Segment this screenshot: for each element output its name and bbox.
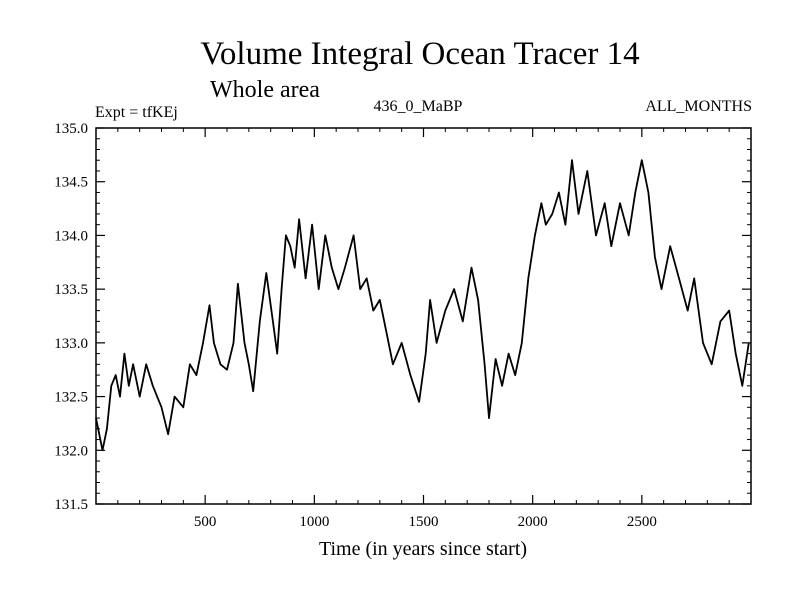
header-left-label: Expt = tfKEj <box>95 104 178 121</box>
x-tick-label: 2500 <box>627 514 657 530</box>
plot-frame <box>95 127 752 505</box>
chart-title: Volume Integral Ocean Tracer 14 <box>200 36 639 72</box>
series-layer <box>95 159 750 452</box>
x-tick-label: 1500 <box>409 514 439 530</box>
x-tick-label: 2000 <box>518 514 548 530</box>
x-tick-label: 500 <box>194 514 217 530</box>
y-tick-label: 134.5 <box>54 175 88 191</box>
y-tick-label: 135.0 <box>54 121 88 137</box>
header-center-label: 436_0_MaBP <box>374 98 463 115</box>
x-axis-label: Time (in years since start) <box>319 538 527 560</box>
y-tick-label: 133.5 <box>54 282 88 298</box>
series-line-0 <box>95 159 750 452</box>
y-tick-label: 134.0 <box>54 228 88 244</box>
y-tick-label: 132.0 <box>54 443 88 459</box>
header-right-label: ALL_MONTHS <box>645 98 752 115</box>
chart-subtitle: Whole area <box>210 77 320 103</box>
y-tick-label: 131.5 <box>54 497 88 513</box>
y-tick-label: 133.0 <box>54 336 88 352</box>
x-tick-label: 1000 <box>299 514 329 530</box>
y-tick-label: 132.5 <box>54 390 88 406</box>
